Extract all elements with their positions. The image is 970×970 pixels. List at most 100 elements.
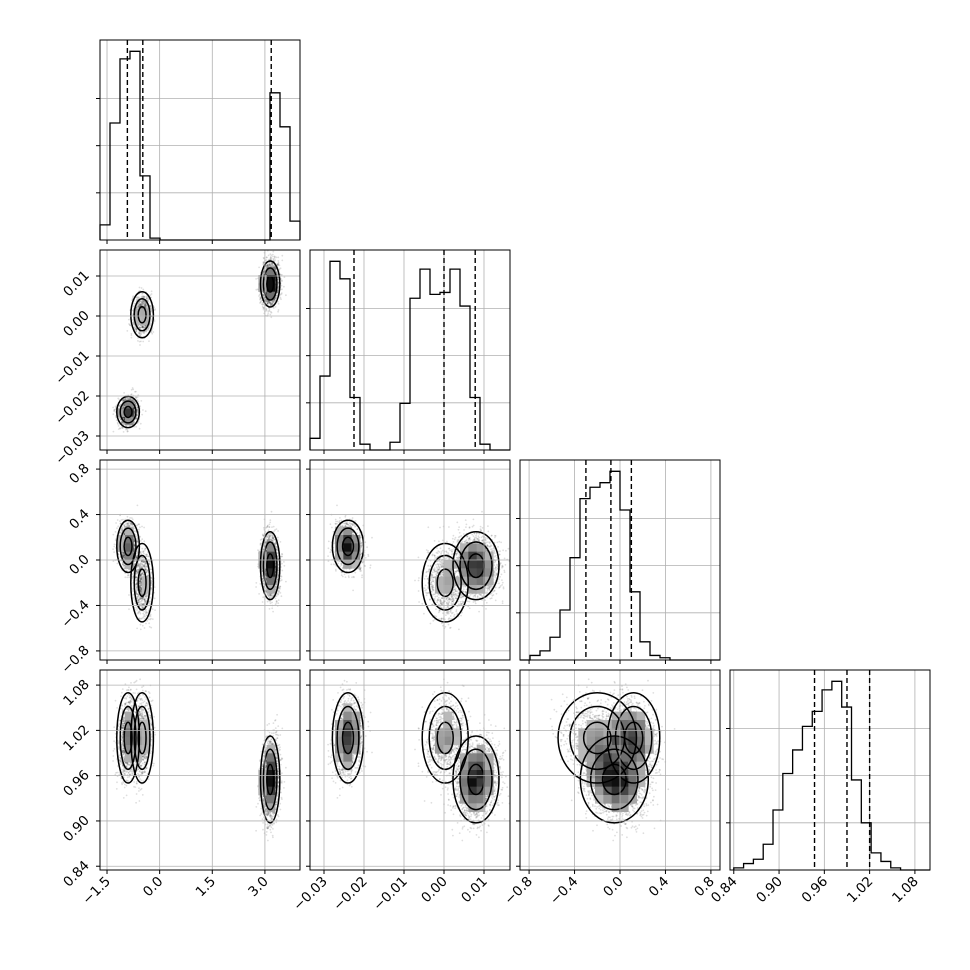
panel-2-1 [96, 249, 301, 454]
scatter-point [137, 305, 140, 307]
scatter-point [138, 340, 141, 343]
scatter-point [269, 253, 272, 256]
scatter-point [271, 302, 274, 305]
scatter-point [127, 318, 130, 321]
scatter-point [135, 397, 138, 399]
scatter-point [262, 294, 265, 297]
diag-panel-bg [730, 670, 930, 870]
scatter-point [141, 293, 144, 295]
scatter-point [255, 288, 258, 291]
scatter-point [283, 276, 286, 278]
scatter-point [285, 294, 287, 297]
scatter-point [152, 331, 155, 333]
scatter-point [268, 264, 271, 267]
scatter-point [269, 301, 271, 304]
histogram-step-line [520, 470, 720, 661]
scatter-point [139, 303, 142, 306]
scatter-point [138, 286, 141, 289]
scatter-point [123, 417, 125, 420]
scatter-point [133, 409, 136, 412]
scatter-point [144, 410, 147, 413]
scatter-point [122, 398, 125, 401]
scatter-point [117, 425, 120, 427]
scatter-point [258, 266, 260, 269]
scatter-point [265, 308, 268, 311]
scatter-point [138, 303, 141, 306]
panel-3-1 [96, 459, 301, 664]
scatter-point [140, 400, 143, 402]
scatter-point [142, 326, 145, 328]
scatter-point [277, 284, 280, 287]
scatter-point [283, 285, 285, 288]
scatter-point [138, 333, 141, 335]
scatter-point [130, 332, 133, 335]
scatter-point [272, 255, 274, 258]
scatter-point [263, 307, 265, 309]
scatter-point [266, 264, 269, 267]
scatter-point [138, 427, 141, 430]
scatter-point [135, 405, 138, 407]
scatter-point [281, 288, 283, 291]
scatter-point [267, 312, 270, 314]
scatter-point [142, 331, 145, 334]
scatter-point [270, 262, 272, 265]
scatter-point [140, 333, 143, 336]
scatter-point [255, 278, 257, 280]
scatter-point [136, 411, 139, 413]
scatter-point [144, 304, 147, 306]
scatter-point [138, 303, 141, 306]
scatter-point [280, 279, 283, 282]
scatter-point [277, 309, 280, 311]
scatter-point [126, 428, 129, 431]
scatter-point [148, 340, 150, 342]
scatter-point [142, 288, 145, 291]
scatter-point [144, 305, 147, 308]
scatter-point [144, 305, 147, 308]
scatter-point [274, 306, 277, 308]
scatter-point [127, 574, 129, 577]
scatter-point [272, 258, 275, 260]
scatter-point [136, 406, 139, 409]
scatter-point [150, 319, 153, 321]
scatter-point [134, 402, 137, 405]
scatter-point [146, 297, 148, 300]
scatter-point [281, 259, 284, 262]
scatter-point [117, 397, 120, 400]
scatter-point [139, 304, 142, 307]
scatter-point [122, 431, 125, 433]
scatter-point [135, 396, 138, 399]
scatter-point [137, 306, 140, 308]
diag-panel-2 [306, 249, 511, 454]
scatter-point [151, 310, 153, 313]
scatter-point [268, 261, 271, 264]
scatter-point [131, 387, 134, 389]
scatter-point [270, 311, 272, 313]
scatter-point [259, 301, 262, 304]
scatter-point [271, 264, 274, 266]
scatter-point [134, 403, 137, 406]
scatter-point [262, 273, 265, 276]
scatter-point [262, 295, 265, 297]
scatter-point [123, 392, 125, 394]
scatter-point [142, 409, 144, 411]
scatter-point [140, 304, 142, 307]
scatter-point [132, 305, 135, 308]
diag-panel-frame [309, 249, 511, 451]
scatter-point [267, 529, 270, 532]
scatter-point [281, 273, 283, 276]
scatter-point [126, 430, 129, 433]
scatter-point [270, 311, 273, 314]
density-cell [258, 283, 267, 292]
scatter-point [268, 263, 271, 266]
scatter-point [277, 302, 280, 305]
scatter-point [281, 254, 284, 257]
scatter-point [272, 264, 274, 267]
scatter-point [262, 307, 265, 309]
scatter-point [137, 340, 139, 342]
diag-panel-frame [729, 669, 931, 871]
diag-panel-4 [726, 669, 931, 874]
scatter-point [141, 547, 144, 550]
scatter-point [270, 258, 272, 261]
